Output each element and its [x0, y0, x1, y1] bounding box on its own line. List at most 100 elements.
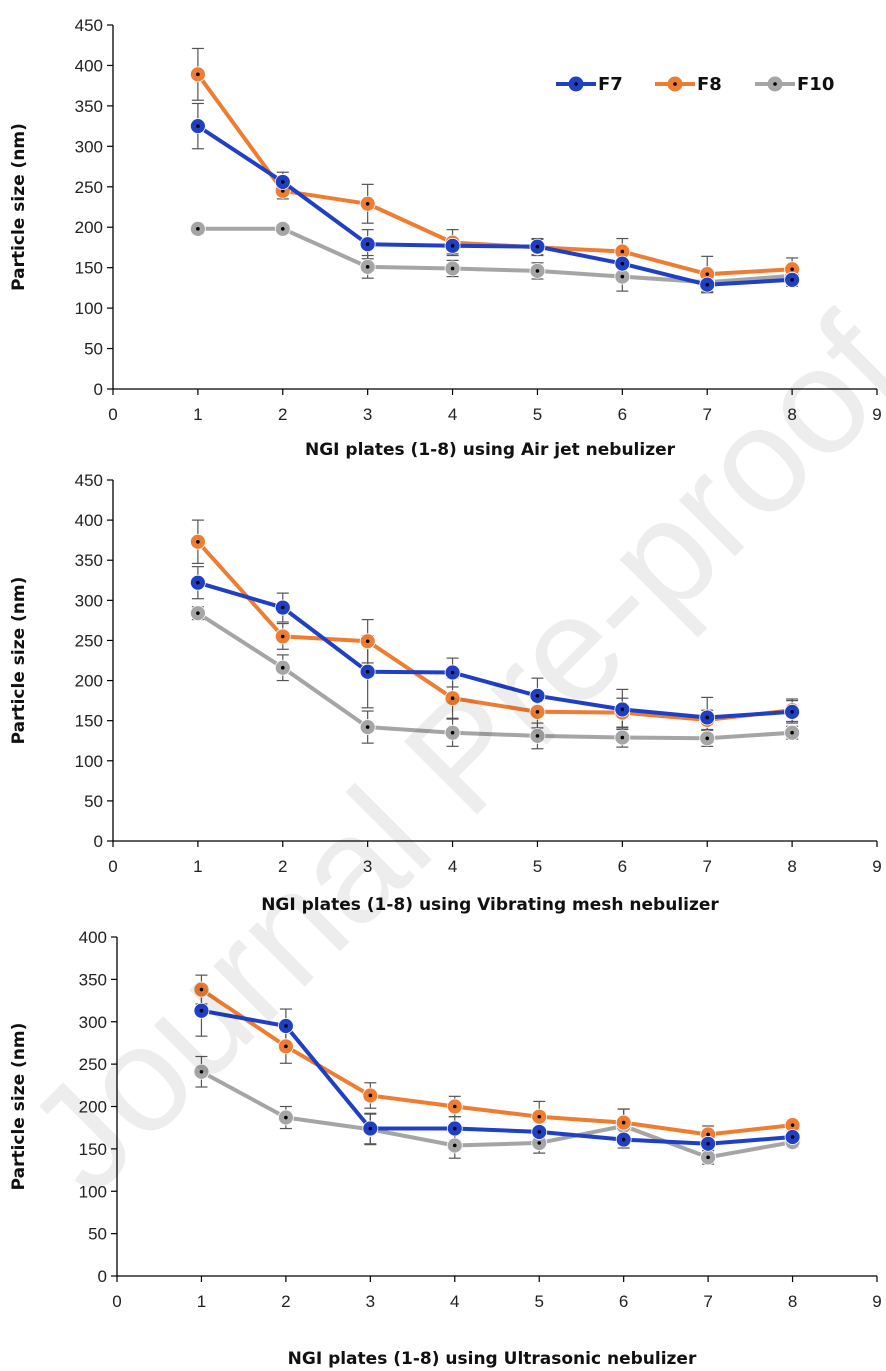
data-point-F10 — [444, 724, 461, 741]
y-tick-label: 150 — [75, 259, 103, 278]
data-point-F8 — [277, 1038, 294, 1055]
y-tick-label: 100 — [75, 752, 103, 771]
data-point-F7 — [699, 276, 716, 293]
data-point-center — [368, 1093, 373, 1098]
data-point-center — [196, 124, 200, 128]
data-point-center — [365, 639, 370, 644]
data-point-center — [196, 227, 200, 231]
data-point-center — [705, 715, 710, 720]
x-tick-label: 9 — [872, 1292, 881, 1311]
y-tick-label: 350 — [79, 970, 107, 989]
data-point-center — [620, 735, 625, 740]
x-tick-label: 1 — [193, 405, 202, 424]
series-line-F8 — [200, 987, 793, 1137]
data-point-center — [621, 1120, 626, 1125]
data-point-center — [284, 1044, 288, 1049]
data-point-F10 — [529, 728, 546, 744]
data-point-F7 — [784, 1129, 801, 1145]
data-point-center — [365, 201, 370, 206]
data-point-center — [790, 710, 794, 714]
data-point-F7 — [444, 237, 461, 254]
data-point-center — [620, 707, 625, 712]
data-point-F7 — [615, 1131, 632, 1148]
data-point-F10 — [193, 1063, 210, 1080]
x-tick-label: 3 — [363, 857, 372, 876]
y-tick-label: 250 — [79, 1055, 107, 1074]
data-point-center — [790, 278, 794, 282]
data-point-center — [790, 1123, 795, 1127]
data-point-F10 — [359, 719, 376, 735]
legend-swatch-center — [673, 82, 677, 86]
data-point-center — [199, 1069, 204, 1074]
data-point-center — [452, 1126, 457, 1131]
data-point-F8 — [193, 981, 210, 998]
data-point-center — [706, 1132, 710, 1137]
data-point-F7 — [189, 118, 206, 135]
data-point-F8 — [274, 628, 291, 645]
y-tick-label: 150 — [75, 712, 103, 731]
chart-panel-1: 0 50 100 150 200 250 300 350 400 450 0 1 2 3 4 5 6 7 8 9 NGI… — [9, 16, 882, 460]
data-point-F10 — [274, 220, 291, 237]
data-point-F8 — [444, 690, 461, 707]
x-tick-label: 9 — [872, 405, 881, 424]
data-point-center — [705, 736, 710, 741]
data-point-F7 — [700, 1135, 717, 1152]
data-point-center — [705, 282, 710, 287]
data-point-F8 — [446, 1098, 463, 1115]
x-tick-label: 5 — [534, 1292, 543, 1311]
chart-panel-2: 0 50 100 150 200 250 300 350 400 450 0 1 2 3 4 5 6 7 8 9 NGI… — [9, 471, 882, 915]
x-tick-label: 0 — [112, 1292, 121, 1311]
legend-label: F7 — [598, 74, 623, 95]
data-point-center — [620, 274, 625, 279]
legend-label: F10 — [797, 74, 834, 95]
y-axis-title: Particle size (nm) — [9, 1023, 29, 1191]
y-tick-label: 350 — [75, 551, 103, 570]
data-point-F8 — [362, 1087, 379, 1104]
data-point-F10 — [699, 730, 716, 747]
series-line-F10 — [196, 611, 793, 741]
y-tick-label: 400 — [75, 56, 103, 75]
data-point-F7 — [444, 664, 461, 681]
x-tick-label: 3 — [363, 405, 372, 424]
x-tick-label: 7 — [702, 857, 711, 876]
data-point-center — [452, 1104, 457, 1109]
data-point-F10 — [784, 724, 801, 741]
series-line-F7 — [196, 124, 793, 287]
data-point-center — [450, 670, 455, 675]
y-tick-label: 400 — [79, 928, 107, 947]
x-tick-label: 6 — [619, 1292, 628, 1311]
y-tick-label: 200 — [79, 1098, 107, 1117]
y-tick-label: 450 — [75, 471, 103, 490]
y-tick-label: 150 — [79, 1140, 107, 1159]
x-tick-label: 5 — [533, 405, 542, 424]
series-line-F8 — [196, 73, 793, 277]
x-tick-label: 3 — [366, 1292, 375, 1311]
data-point-F7 — [446, 1120, 463, 1137]
data-point-center — [199, 987, 204, 992]
data-point-center — [365, 265, 370, 269]
data-point-center — [452, 1143, 457, 1148]
data-point-F7 — [277, 1018, 294, 1034]
data-point-center — [284, 1115, 288, 1120]
data-point-center — [280, 189, 285, 193]
y-tick-label: 50 — [88, 1225, 107, 1244]
data-point-center — [706, 1155, 710, 1160]
data-point-center — [535, 244, 540, 249]
x-axis-title: NGI plates (1-8) using Ultrasonic nebuli… — [288, 1349, 697, 1369]
x-tick-label: 4 — [448, 857, 457, 876]
data-point-F8 — [615, 1114, 632, 1131]
x-tick-label: 2 — [278, 405, 287, 424]
y-tick-label: 300 — [75, 137, 103, 156]
y-tick-label: 100 — [75, 299, 103, 318]
data-point-center — [199, 1008, 204, 1013]
data-point-center — [790, 730, 794, 735]
data-point-F7 — [614, 255, 631, 272]
legend-item-F7: F7 — [556, 74, 623, 95]
y-tick-label: 450 — [75, 16, 103, 35]
y-tick-label: 100 — [79, 1182, 107, 1201]
y-tick-label: 50 — [84, 792, 103, 811]
data-point-center — [621, 1137, 626, 1142]
y-tick-label: 50 — [84, 340, 103, 359]
x-tick-label: 1 — [193, 857, 202, 876]
data-point-F7 — [359, 663, 376, 680]
